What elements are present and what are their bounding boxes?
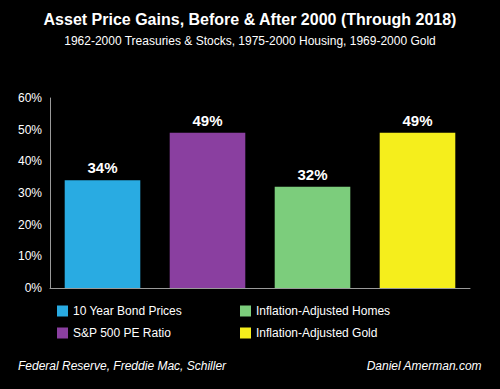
svg-text:Asset Price Gains, Before & Af: Asset Price Gains, Before & After 2000 (… xyxy=(44,11,457,28)
svg-text:1962-2000 Treasuries & Stocks,: 1962-2000 Treasuries & Stocks, 1975-2000… xyxy=(64,34,436,48)
svg-text:30%: 30% xyxy=(18,186,42,200)
svg-text:Federal Reserve, Freddie Mac,: Federal Reserve, Freddie Mac, Schiller xyxy=(18,359,227,373)
svg-text:20%: 20% xyxy=(18,218,42,232)
svg-text:0%: 0% xyxy=(25,281,43,295)
svg-text:Inflation-Adjusted Gold: Inflation-Adjusted Gold xyxy=(256,326,377,340)
svg-text:10 Year Bond Prices: 10 Year Bond Prices xyxy=(73,304,182,318)
svg-text:Daniel Amerman.com: Daniel Amerman.com xyxy=(367,359,482,373)
svg-text:50%: 50% xyxy=(18,123,42,137)
svg-text:Inflation-Adjusted Homes: Inflation-Adjusted Homes xyxy=(256,304,390,318)
svg-text:S&P 500 PE Ratio: S&P 500 PE Ratio xyxy=(73,326,171,340)
svg-text:40%: 40% xyxy=(18,154,42,168)
svg-text:10%: 10% xyxy=(18,249,42,263)
svg-text:49%: 49% xyxy=(192,112,222,129)
svg-text:34%: 34% xyxy=(87,159,117,176)
svg-text:49%: 49% xyxy=(402,112,432,129)
svg-text:32%: 32% xyxy=(297,166,327,183)
svg-text:60%: 60% xyxy=(18,91,42,105)
